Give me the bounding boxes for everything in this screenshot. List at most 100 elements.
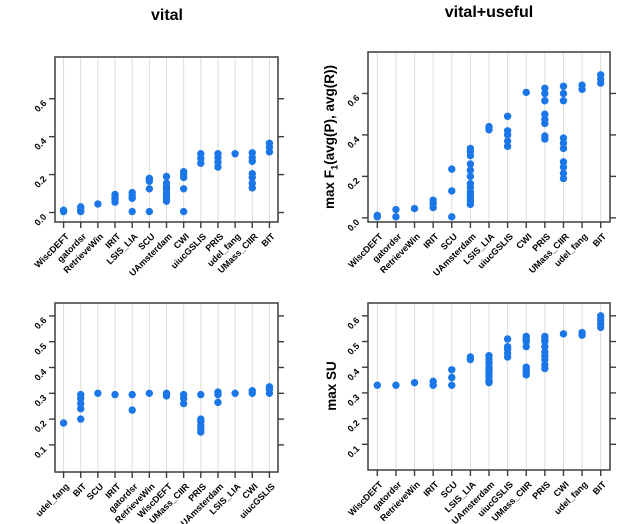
- chart-vital-f1: 0.00.20.40.6WiscDEFTgatordsrRetrieveWinI…: [32, 56, 284, 278]
- data-point: [522, 332, 530, 341]
- data-point: [248, 169, 256, 178]
- panel-title-vital-useful: vital+useful: [444, 4, 534, 21]
- x-tick-label: BIT: [591, 231, 609, 249]
- data-point: [410, 204, 419, 213]
- data-point: [541, 342, 549, 351]
- data-point: [77, 415, 85, 423]
- data-point: [392, 213, 400, 221]
- data-point: [265, 139, 274, 147]
- data-point: [559, 139, 568, 147]
- data-point: [94, 389, 102, 398]
- data-point: [392, 381, 400, 389]
- data-point: [541, 348, 549, 356]
- x-tick-label: BIT: [260, 231, 278, 249]
- data-point: [466, 160, 475, 168]
- y-tick-label: 0.5: [32, 341, 48, 357]
- data-point: [503, 342, 512, 351]
- data-point: [429, 196, 437, 204]
- data-point: [392, 205, 400, 214]
- data-point: [128, 207, 136, 216]
- data-point: [541, 97, 549, 105]
- y-tick-label: 0.4: [345, 367, 361, 383]
- data-point: [541, 132, 549, 140]
- data-point: [59, 419, 68, 427]
- data-point: [429, 377, 437, 386]
- data-point: [503, 142, 512, 151]
- data-point: [503, 137, 512, 145]
- y-tick-label: 0.4: [345, 134, 361, 150]
- data-point: [162, 389, 171, 398]
- data-point: [214, 150, 222, 158]
- y-tick-label: 0.4: [32, 367, 48, 383]
- data-point: [578, 81, 586, 89]
- data-point: [448, 213, 456, 221]
- y-tick-label: 0.6: [345, 93, 361, 109]
- data-point: [541, 84, 549, 92]
- y-tick-label: 0.6: [32, 98, 48, 114]
- data-point: [248, 179, 256, 187]
- data-point: [214, 398, 222, 407]
- x-tick-label: IRIT: [421, 231, 440, 250]
- data-point: [197, 390, 205, 399]
- data-point: [197, 415, 205, 423]
- data-point: [596, 71, 605, 79]
- y-tick-label: 0.2: [32, 174, 48, 190]
- y-tick-label: 0.2: [32, 418, 48, 434]
- y-tick-label: 0.6: [345, 315, 361, 331]
- data-point: [448, 165, 456, 173]
- data-point: [231, 150, 239, 158]
- data-point: [503, 112, 512, 120]
- data-point: [559, 163, 568, 171]
- data-point: [111, 390, 119, 399]
- x-tick-label: PRIS: [530, 479, 552, 501]
- data-point: [541, 332, 549, 341]
- data-point: [265, 383, 274, 391]
- y-tick-label: 0.4: [32, 136, 48, 152]
- data-point: [541, 360, 549, 369]
- data-point: [485, 122, 493, 131]
- y-tick-label: 0.1: [345, 444, 361, 460]
- data-point: [522, 363, 530, 371]
- data-point: [128, 188, 136, 197]
- x-tick-label: IRIT: [421, 479, 440, 498]
- data-point: [503, 335, 512, 343]
- y-tick-label: 0.3: [345, 392, 361, 408]
- data-point: [522, 88, 530, 97]
- data-point: [179, 185, 188, 193]
- data-point: [145, 185, 154, 193]
- data-point: [179, 168, 188, 176]
- data-point: [466, 179, 475, 188]
- y-tick-label: 0.6: [32, 315, 48, 331]
- data-point: [145, 207, 154, 216]
- data-point: [559, 82, 568, 90]
- data-point: [485, 351, 493, 360]
- y-tick-label: 0.2: [345, 176, 361, 192]
- y-tick-label: 0.0: [32, 212, 48, 228]
- data-point: [373, 381, 382, 389]
- x-tick-label: BIT: [591, 479, 609, 497]
- data-point: [559, 144, 568, 153]
- data-point: [448, 366, 456, 374]
- data-point: [466, 353, 475, 361]
- y-tick-label: 0.5: [345, 341, 361, 357]
- data-point: [503, 127, 512, 135]
- data-point: [77, 405, 85, 413]
- data-point: [179, 390, 188, 399]
- data-point: [59, 206, 68, 214]
- data-point: [162, 179, 171, 187]
- data-point: [448, 373, 456, 382]
- data-point: [559, 330, 568, 338]
- data-point: [466, 172, 475, 181]
- chart-vital-useful-su: 0.10.20.30.40.50.6WiscDEFTgatordsrRetrie…: [345, 302, 616, 524]
- data-point: [410, 378, 419, 387]
- x-tick-label: SCU: [85, 481, 106, 502]
- y-tick-label: 0.2: [345, 418, 361, 434]
- data-point: [448, 187, 456, 195]
- data-point: [541, 110, 549, 118]
- data-point: [77, 203, 85, 211]
- data-point: [77, 399, 85, 408]
- data-point: [162, 172, 171, 181]
- data-point: [128, 390, 136, 399]
